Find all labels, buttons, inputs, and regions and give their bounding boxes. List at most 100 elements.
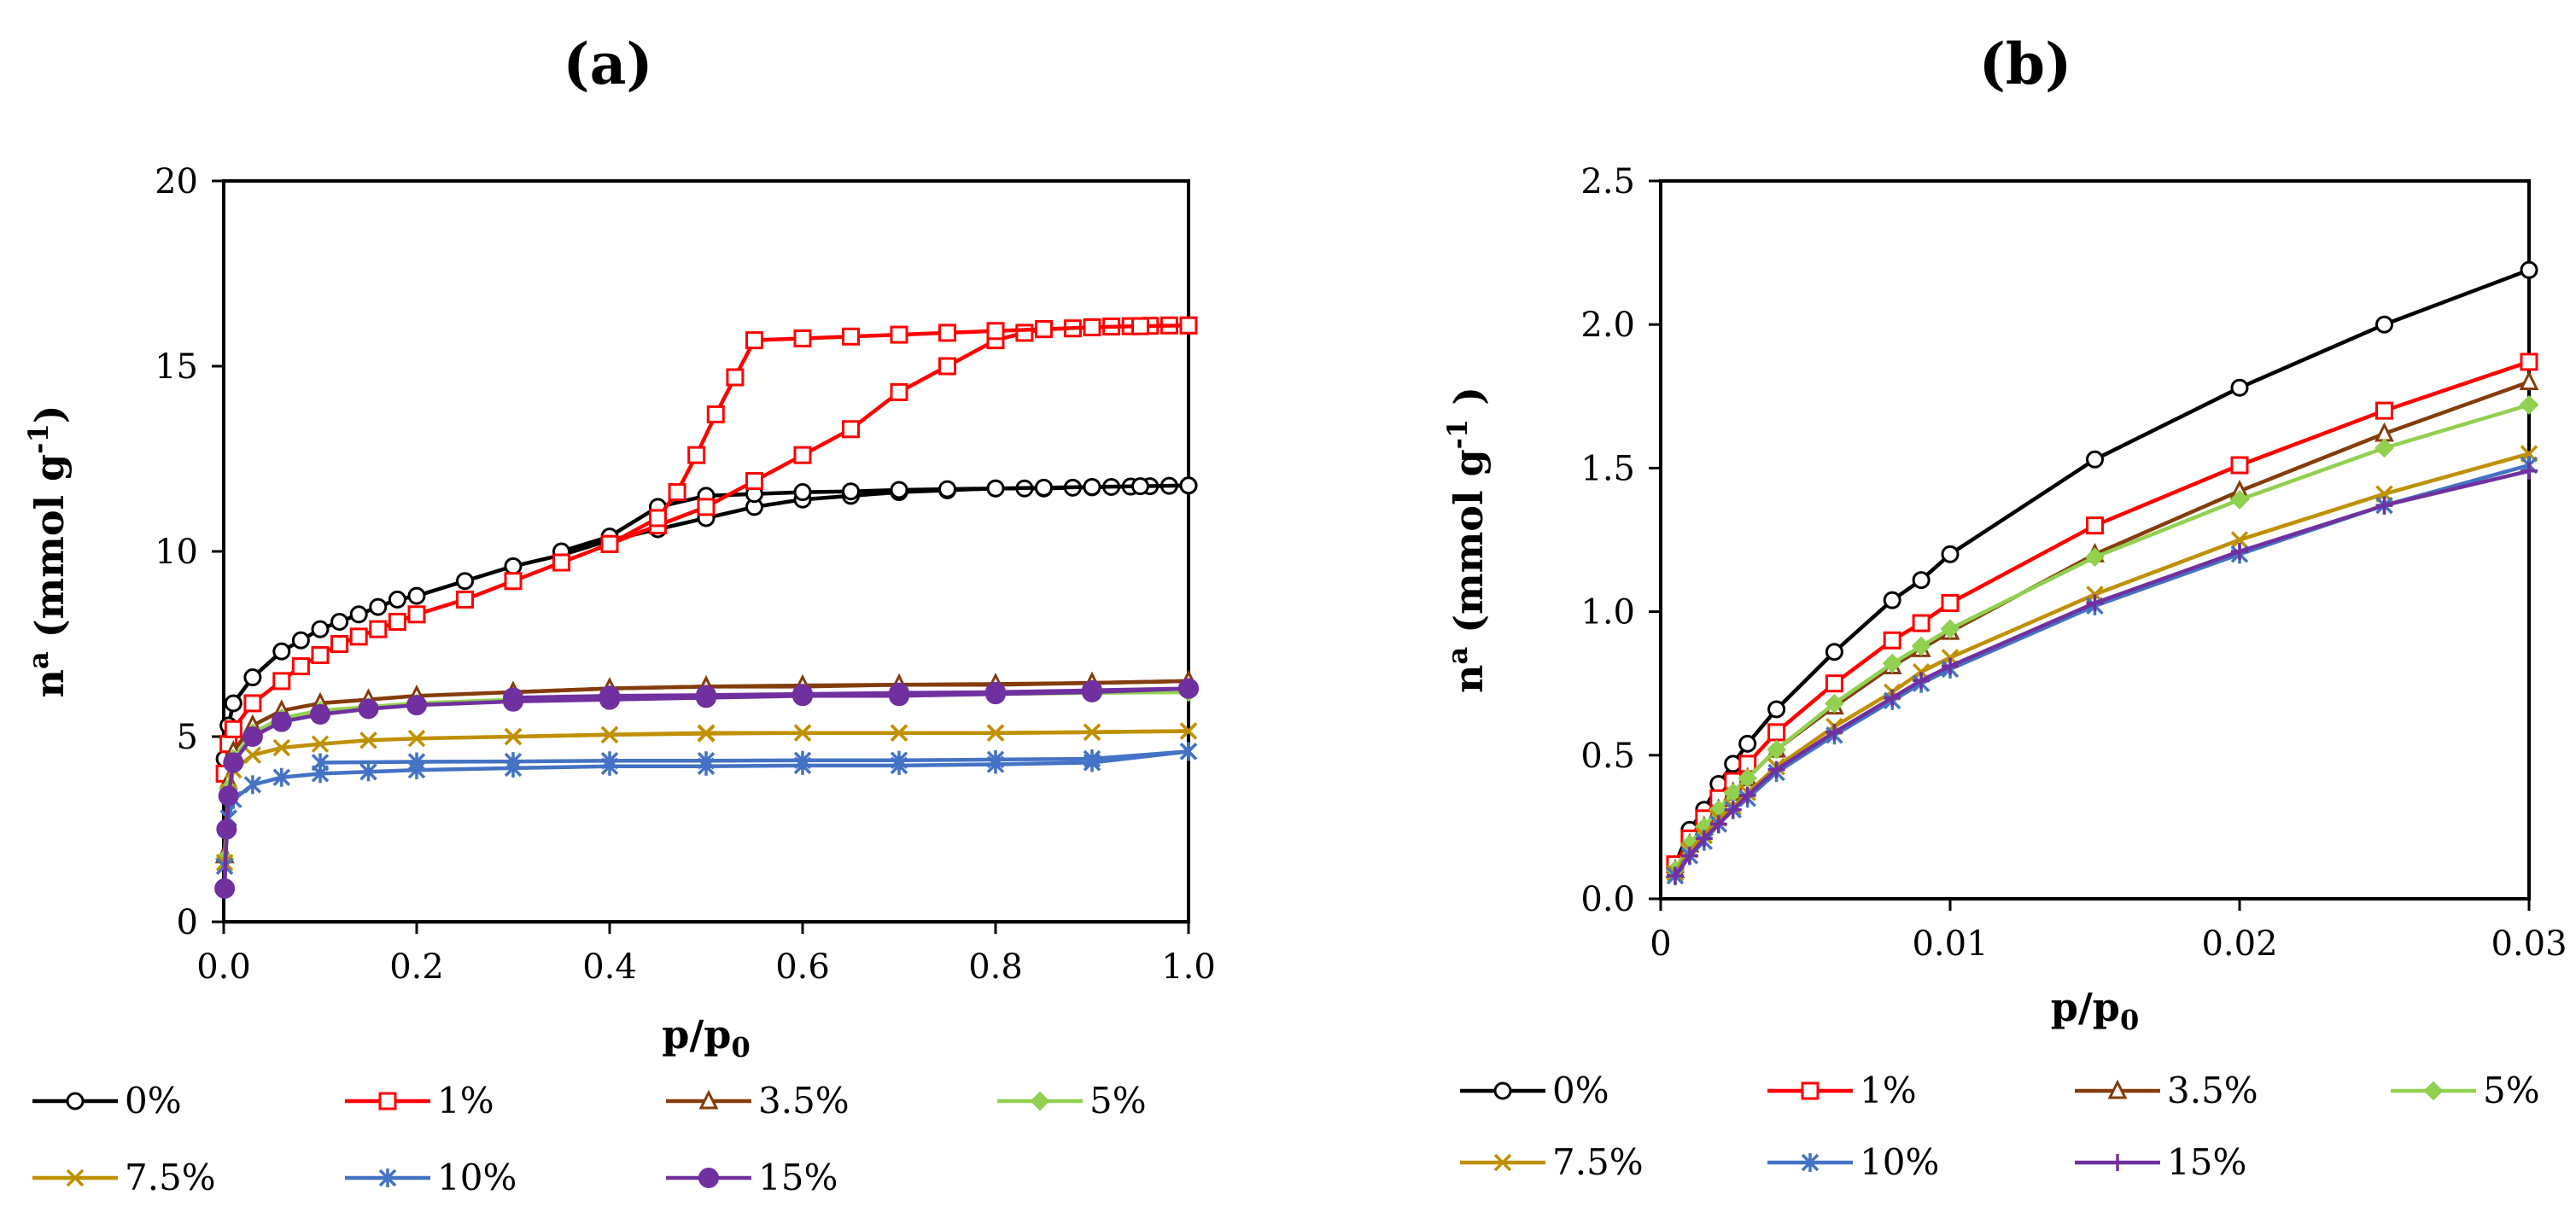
data-point [697,725,716,743]
data-point [406,695,427,716]
legend-swatch-marker [1030,1091,1050,1111]
legend-item: 15% [666,1157,838,1198]
data-point [1709,815,1727,833]
data-point [359,762,377,782]
data-point [2085,547,2105,568]
y-tick-label: 20 [155,162,198,201]
data-point [697,751,716,771]
data-point [503,687,523,708]
data-point [889,682,909,703]
data-point [793,329,812,347]
y-tick-label: 0 [177,903,198,942]
data-point [272,672,291,691]
y-axis-label-sup: a [1441,647,1474,665]
data-point [291,657,310,676]
data-point [2519,370,2539,390]
data-point [1767,761,1785,778]
data-point [1724,755,1743,773]
x-tick-label: 1.0 [1161,947,1216,987]
data-point [1015,323,1034,342]
legend-item: 0% [1460,1070,1609,1111]
legend-swatch-marker [378,1092,397,1110]
data-point [1912,571,1931,590]
legend-item: 1% [345,1080,494,1122]
data-point [2375,497,2393,515]
data-point [1131,317,1149,335]
legend-label: 7.5% [1552,1141,1644,1183]
data-point [1767,723,1786,742]
data-point [2230,456,2249,475]
series-3-5pct [1665,370,2539,878]
legend-item: 3.5% [2075,1070,2258,1111]
data-point [504,752,523,772]
data-point [668,483,686,502]
data-point [687,446,706,464]
data-point [600,751,619,771]
data-point [456,572,474,591]
x-tick-label: 0.2 [389,947,444,987]
y-axis-label-main: n [1446,665,1492,693]
y-tick-label: 1.5 [1580,449,1635,488]
y-axis-label-mid: (mmol g [26,454,73,651]
series-7-5pct [215,722,1198,871]
legend-swatch-marker [1493,1153,1512,1172]
legend-label: 15% [2167,1141,2246,1183]
data-point [890,481,908,499]
data-point [1941,545,1960,563]
data-point [504,572,523,591]
y-axis-label-end: ) [1446,387,1492,419]
legend-item: 10% [345,1157,517,1198]
x-tick-label: 0.03 [2491,924,2567,964]
data-point [985,681,1006,702]
data-point [1083,723,1101,742]
data-point [407,605,426,624]
data-point [388,590,406,609]
data-point [649,509,667,527]
legend-label: 1% [437,1080,494,1122]
data-point [2521,462,2538,480]
data-point [842,327,860,346]
series-line [608,323,1189,546]
data-point [1940,619,1960,639]
data-point [1179,722,1198,740]
data-point [890,724,908,742]
data-point [1083,318,1101,336]
data-point [793,750,812,770]
data-point [504,727,523,746]
data-point [1680,847,1698,865]
data-point [349,627,368,646]
data-point [842,420,860,439]
legend-label: 5% [1089,1080,1147,1122]
data-point [2374,438,2394,458]
data-point [311,735,330,753]
series-15pct [1666,462,2538,885]
data-point [938,357,956,376]
plot-frame [1659,179,2531,901]
data-point [986,479,1005,498]
data-point [224,694,242,713]
data-point [223,752,244,773]
data-point [745,472,763,491]
x-axis-label: p/p0 [2051,984,2139,1036]
data-point [706,405,725,423]
y-tick-label: 0.0 [1580,880,1635,919]
data-point [697,498,716,516]
y-axis-label: na (mmol g-1) [22,405,73,698]
y-axis-label-end: ) [26,405,73,424]
data-point [1941,594,1960,613]
y-axis-label-sup: a [22,651,55,669]
data-point [243,668,262,687]
data-point [456,590,474,609]
data-point [271,711,292,732]
data-point [890,325,908,344]
y-tick-label: 2.0 [1580,306,1635,345]
y-axis-label-main: n [26,669,73,697]
x-tick-label: 0.8 [968,947,1023,987]
data-point [1083,749,1101,769]
data-point [330,635,349,653]
data-point [600,726,619,744]
data-point [600,534,619,553]
legend-item: 7.5% [1460,1141,1644,1183]
legend-label: 5% [2483,1070,2540,1111]
